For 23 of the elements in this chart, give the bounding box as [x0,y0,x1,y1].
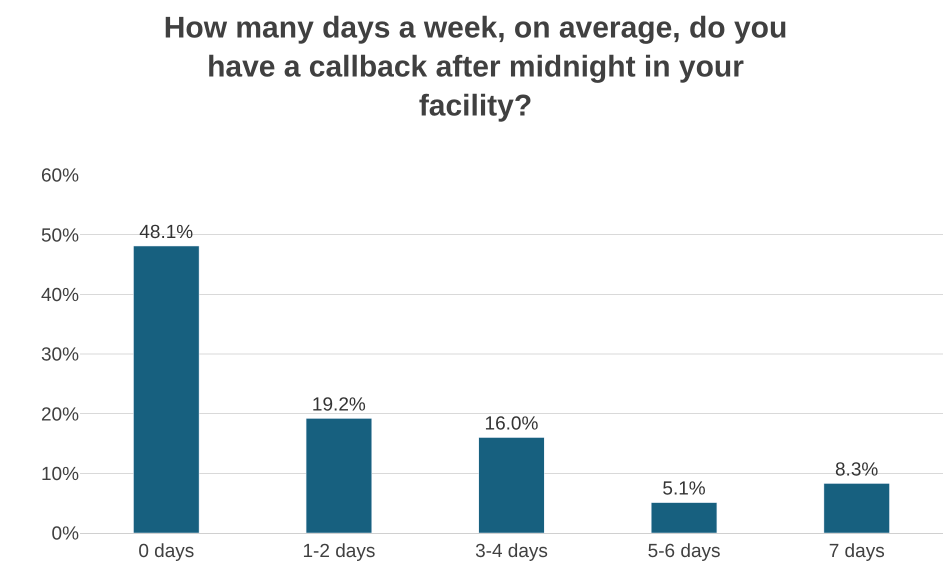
data-label: 16.0% [484,414,538,435]
y-tick-label: 40% [40,284,80,306]
chart-title: How many days a week, on average, do you have a callback after midnight in your facility? [164,12,788,123]
y-tick-label: 0% [52,524,80,545]
bar [133,246,200,533]
y-tick-label: 50% [40,225,80,246]
bar [478,437,545,533]
bar [651,502,718,533]
y-tick-label: 30% [40,344,80,366]
data-label: 19.2% [312,394,366,416]
y-tick-label: 20% [40,404,80,426]
x-tick-label: 0 days [138,540,194,562]
data-label: 48.1% [139,222,194,243]
x-tick-label: 7 days [828,540,885,562]
x-tick-label: 3-4 days [475,540,548,562]
bar [824,483,890,533]
y-tick-label: 60% [40,166,80,187]
x-tick-label: 5-6 days [648,540,721,562]
x-tick-label: 1-2 days [302,540,376,562]
y-tick-label: 10% [40,464,80,485]
data-label: 5.1% [662,478,706,500]
data-label: 8.3% [834,459,878,480]
bar [306,418,372,533]
